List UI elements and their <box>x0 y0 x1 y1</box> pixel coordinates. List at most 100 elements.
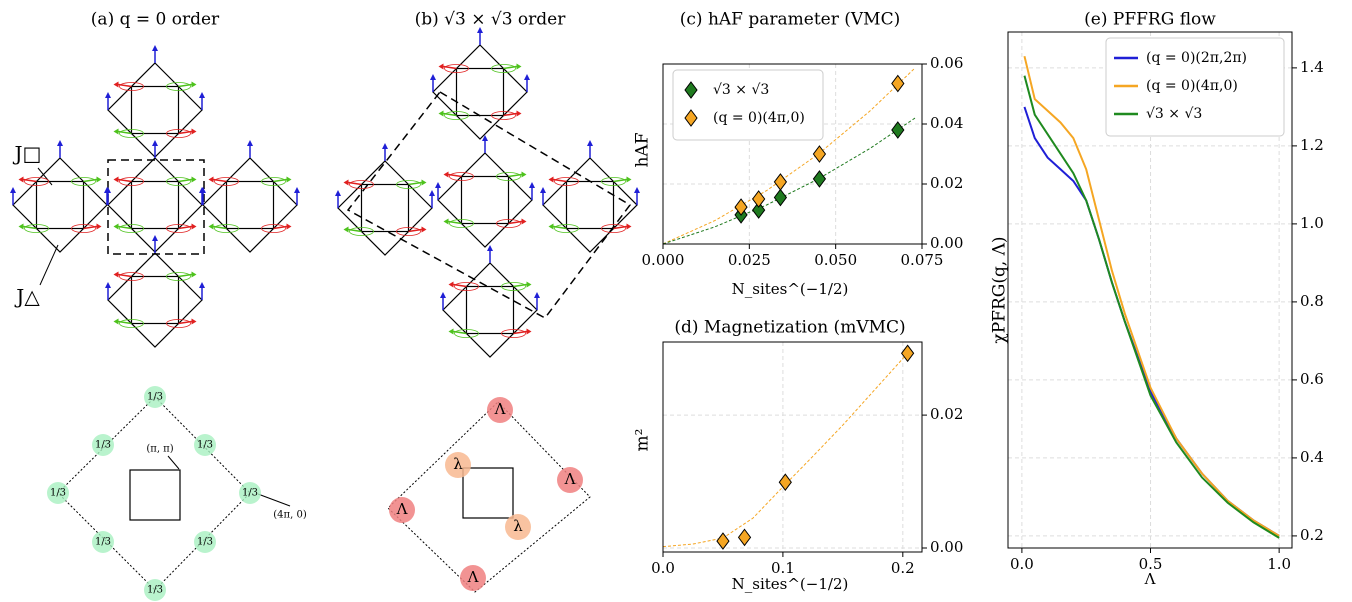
data-line <box>1024 107 1279 536</box>
spin <box>614 180 627 182</box>
spin <box>409 183 422 185</box>
spin-head <box>105 282 111 288</box>
spin-head <box>192 82 197 88</box>
figure: (a) q = 0 order (b) √3 × √3 order J□ J△ … <box>0 0 1352 602</box>
y-tick-label: 0.00 <box>930 234 963 252</box>
legend-label: (q = 0)(4π,0) <box>1146 78 1238 94</box>
spin <box>454 285 467 287</box>
lattice-diamond <box>108 253 202 347</box>
lattice-square <box>227 182 274 229</box>
spin <box>179 180 192 182</box>
brillouin-zone <box>58 397 250 590</box>
site-label: 1/3 <box>197 537 213 548</box>
lattice-diamond <box>338 161 432 255</box>
site-label: Λ <box>396 500 408 518</box>
spin-head <box>627 177 632 183</box>
y-tick-label: 0.06 <box>930 54 963 72</box>
lattice-square <box>457 69 504 116</box>
lattice-square <box>132 277 179 324</box>
x-tick-label: 0.025 <box>728 251 771 269</box>
spin <box>179 85 192 87</box>
legend-label: (q = 0)(4π,0) <box>713 110 805 126</box>
spin-head <box>435 182 441 188</box>
spin-head <box>430 74 436 80</box>
spin-head <box>627 224 632 230</box>
spin <box>119 85 132 87</box>
x-tick-label: 0.0 <box>1010 555 1034 573</box>
spin <box>449 175 462 177</box>
spin-head <box>247 140 253 146</box>
spin-head <box>19 224 24 230</box>
spin-head <box>439 64 444 70</box>
y-tick-label: 0.4 <box>1300 448 1324 466</box>
lattice-square <box>362 185 409 232</box>
legend-box <box>673 70 823 140</box>
site-label: λ <box>453 455 463 473</box>
site-label: 1/3 <box>95 537 111 548</box>
y-axis-label: hAF <box>633 132 653 167</box>
spin-head <box>344 227 349 233</box>
pointer-arrow <box>38 168 52 185</box>
spin-head <box>294 187 300 193</box>
lattice-diamond <box>443 263 537 357</box>
spin-head <box>287 177 292 183</box>
x-tick-label: 0.5 <box>1139 555 1163 573</box>
spin <box>554 180 567 182</box>
spin-head <box>549 224 554 230</box>
spin-head <box>517 111 522 117</box>
site-label: Λ <box>494 400 506 418</box>
spin-head <box>152 45 158 51</box>
y-tick-label: 1.2 <box>1300 136 1324 154</box>
spin-head <box>192 272 197 278</box>
data-point <box>813 171 825 187</box>
spin-head <box>527 329 532 335</box>
spin-head <box>634 187 640 193</box>
unit-cell <box>348 92 630 318</box>
x-tick-label: 0.000 <box>642 251 685 269</box>
lattice-diamond <box>13 158 107 252</box>
momentum-label: (4π, 0) <box>273 510 307 521</box>
data-point <box>774 174 786 190</box>
pointer-arrow <box>168 456 179 469</box>
legend-label: √3 × √3 <box>713 82 769 98</box>
chart-title: (e) PFFRG flow <box>1084 10 1216 30</box>
y-tick-label: 0.2 <box>1300 526 1324 544</box>
spin-head <box>444 219 449 225</box>
spin-head <box>587 140 593 146</box>
site-label: Λ <box>467 568 479 586</box>
x-tick-label: 0.050 <box>814 251 857 269</box>
spin-head <box>529 182 535 188</box>
x-axis-label: N_sites^(−1/2) <box>732 280 849 298</box>
spin-head <box>192 224 197 230</box>
spin-head <box>517 64 522 70</box>
data-point <box>774 190 786 206</box>
x-axis-label: N_sites^(−1/2) <box>732 575 849 593</box>
site-label: λ <box>513 517 523 535</box>
spin-head <box>114 319 119 325</box>
page: {"diagrams": [ {"title": "(a) q = 0 orde… <box>0 0 1352 602</box>
spin-head <box>444 172 449 178</box>
brillouin-zone-inner <box>463 468 513 518</box>
spin-head <box>10 187 16 193</box>
y-tick-label: 0.02 <box>930 405 963 423</box>
data-line <box>1024 76 1279 538</box>
y-axis-label: χPFRG(q, Λ) <box>990 236 1010 343</box>
lattice-square <box>467 287 514 334</box>
y-axis-label: m² <box>633 429 653 452</box>
spin-head <box>152 140 158 146</box>
spin <box>349 183 362 185</box>
panel-title: (a) q = 0 order <box>91 10 220 30</box>
site-label: 1/3 <box>197 440 213 451</box>
spin-head <box>97 177 102 183</box>
spin-head <box>192 319 197 325</box>
spin-head <box>487 245 493 251</box>
lattice-square <box>567 182 614 229</box>
spin-head <box>335 190 341 196</box>
spin-head <box>524 74 530 80</box>
spin-head <box>199 282 205 288</box>
bond-label: J△ <box>14 285 40 309</box>
spin-head <box>199 92 205 98</box>
spin <box>84 180 97 182</box>
spin-head <box>152 235 158 241</box>
legend-label: (q = 0)(2π,2π) <box>1146 50 1247 66</box>
